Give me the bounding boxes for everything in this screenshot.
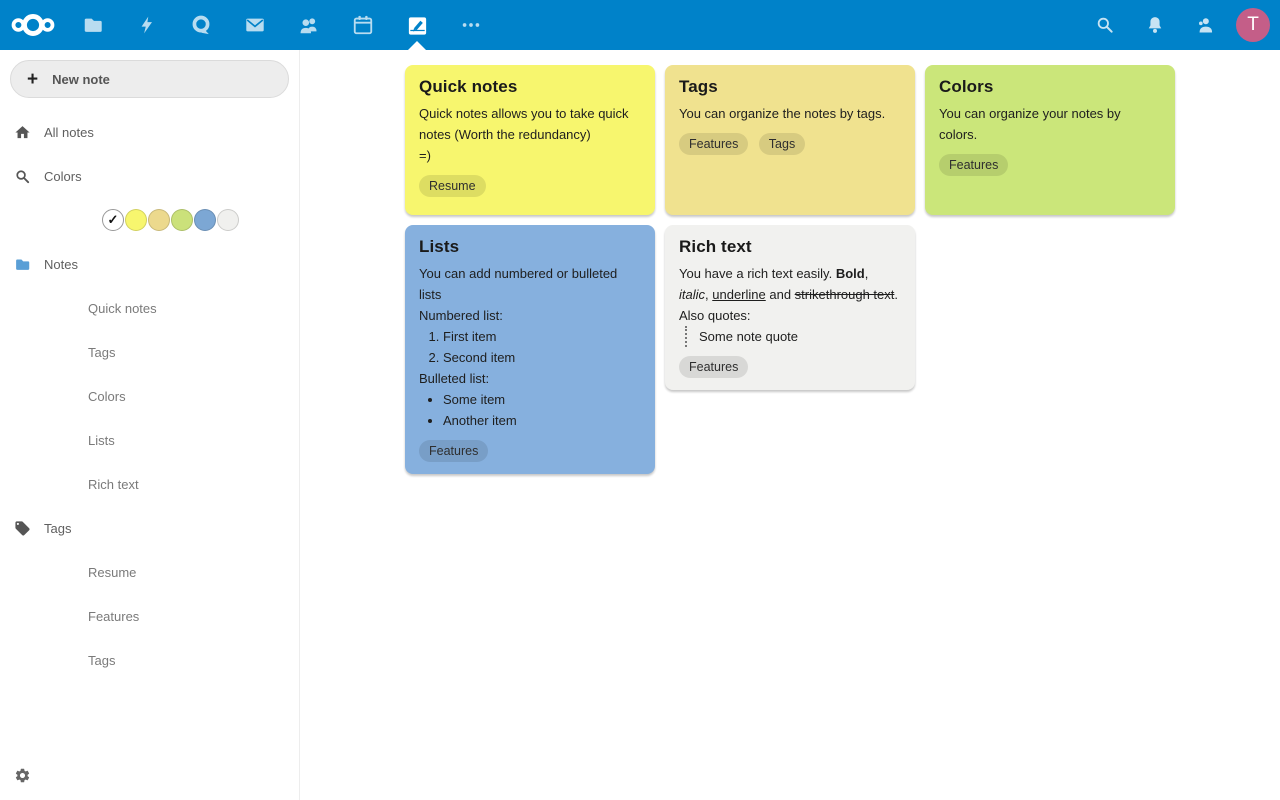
note-card-tags[interactable]: Tags You can organize the notes by tags.… (665, 65, 915, 215)
sidebar-tag-tags[interactable]: Tags (88, 652, 116, 668)
activity-lightning-icon[interactable] (120, 0, 174, 50)
notes-folder-label: Notes (44, 256, 78, 272)
calendar-icon[interactable] (336, 0, 390, 50)
note-body: Quick notes allows you to take quick not… (419, 106, 629, 142)
strikethrough-text: strikethrough text (794, 287, 895, 302)
files-folder-icon[interactable] (66, 0, 120, 50)
settings-button[interactable] (0, 756, 299, 800)
bold-text: Bold (835, 266, 865, 281)
color-chip-green[interactable] (171, 209, 193, 231)
new-note-button[interactable]: + New note (10, 60, 289, 98)
plus-icon: + (27, 68, 39, 90)
gear-icon (14, 767, 31, 789)
note-card-rich-text[interactable]: Rich text You have a rich text easily. B… (665, 225, 915, 390)
note-title: Lists (419, 237, 460, 256)
mail-envelope-icon[interactable] (228, 0, 282, 50)
note-body: =) (419, 148, 431, 163)
note-card-colors[interactable]: Colors You can organize your notes by co… (925, 65, 1175, 215)
tag-badge[interactable]: Features (679, 356, 749, 378)
sidebar-item-colors[interactable]: Colors (0, 154, 299, 198)
note-title: Rich text (679, 237, 752, 256)
more-apps-dots-icon[interactable] (444, 0, 498, 50)
color-chip-white[interactable] (217, 209, 239, 231)
folder-icon (14, 256, 44, 273)
active-app-indicator (408, 41, 426, 50)
tag-icon (14, 520, 44, 537)
avatar[interactable]: T (1236, 8, 1270, 42)
tag-badge[interactable]: Features (419, 440, 489, 462)
list-item: Some item (443, 389, 641, 410)
color-chip-khaki[interactable] (148, 209, 170, 231)
sidebar: + New note All notes Colors ✓ Notes Quic (0, 50, 300, 800)
note-body: Bulleted list: (419, 371, 490, 386)
contacts-person-icon[interactable] (1180, 0, 1230, 50)
colors-label: Colors (44, 168, 82, 184)
notifications-bell-icon[interactable] (1130, 0, 1180, 50)
tag-badge[interactable]: Tags (758, 133, 806, 155)
note-card-quick-notes[interactable]: Quick notes Quick notes allows you to ta… (405, 65, 655, 215)
contacts-people-icon[interactable] (282, 0, 336, 50)
bulleted-list: Some item Another item (419, 389, 641, 431)
search-icon[interactable] (1080, 0, 1130, 50)
color-filter-row: ✓ (0, 198, 299, 242)
numbered-list: First item Second item (419, 326, 641, 368)
underline-text: underline (712, 287, 766, 302)
list-item: First item (443, 326, 641, 347)
sidebar-note-rich-text[interactable]: Rich text (88, 476, 139, 492)
grid-column-1: Quick notes Quick notes allows you to ta… (405, 65, 655, 474)
note-title: Quick notes (419, 77, 518, 96)
list-item: Second item (443, 347, 641, 368)
sidebar-tag-resume[interactable]: Resume (88, 564, 137, 580)
tag-badge[interactable]: Features (939, 154, 1009, 176)
all-notes-label: All notes (44, 124, 94, 140)
talk-bubble-icon[interactable] (174, 0, 228, 50)
note-body: You have a rich text easily. Bold, itali… (679, 266, 899, 323)
grid-column-3: Colors You can organize your notes by co… (925, 65, 1175, 215)
color-chip-all[interactable]: ✓ (102, 209, 124, 231)
notes-pencil-icon[interactable] (390, 0, 444, 50)
color-chip-yellow[interactable] (125, 209, 147, 231)
nextcloud-logo-icon[interactable] (0, 12, 66, 38)
tag-badge[interactable]: Features (679, 133, 749, 155)
sidebar-note-lists[interactable]: Lists (88, 432, 115, 448)
note-title: Tags (679, 77, 718, 96)
sidebar-tag-features[interactable]: Features (88, 608, 140, 624)
sidebar-note-quick-notes[interactable]: Quick notes (88, 300, 157, 316)
note-title: Colors (939, 77, 994, 96)
header-bar: T (0, 0, 1280, 50)
notes-grid: Quick notes Quick notes allows you to ta… (300, 50, 1280, 800)
note-body: Numbered list: (419, 308, 503, 323)
home-icon (14, 124, 44, 141)
note-body: You can organize the notes by tags. (679, 106, 886, 121)
italic-text: italic (679, 287, 706, 302)
tags-section-label: Tags (44, 520, 72, 536)
sidebar-item-all-notes[interactable]: All notes (0, 110, 299, 154)
note-body: You can add numbered or bulleted lists (419, 266, 618, 302)
sidebar-section-tags[interactable]: Tags (0, 506, 299, 550)
search-magnifier-icon (14, 168, 44, 185)
note-body: You can organize your notes by colors. (939, 106, 1121, 142)
note-card-lists[interactable]: Lists You can add numbered or bulleted l… (405, 225, 655, 474)
sidebar-folder-notes[interactable]: Notes (0, 242, 299, 286)
new-note-label: New note (52, 71, 110, 87)
tag-badge[interactable]: Resume (419, 175, 486, 197)
sidebar-note-colors[interactable]: Colors (88, 388, 126, 404)
list-item: Another item (443, 410, 641, 431)
header-right: T (1080, 0, 1280, 50)
sidebar-note-tags[interactable]: Tags (88, 344, 116, 360)
grid-column-2: Tags You can organize the notes by tags.… (665, 65, 915, 390)
note-quote: Some note quote (685, 326, 901, 347)
color-chip-blue[interactable] (194, 209, 216, 231)
